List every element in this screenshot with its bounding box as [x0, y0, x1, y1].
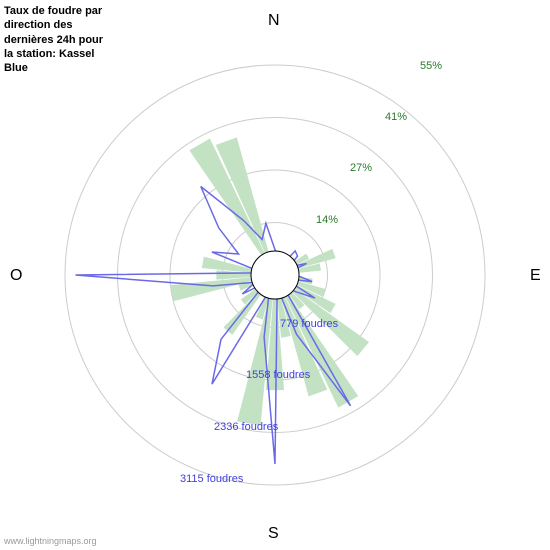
strokes-ring-label: 1558 foudres — [246, 369, 310, 381]
chart-title: Taux de foudre par direction des dernièr… — [4, 4, 109, 75]
strokes-ring-label: 779 foudres — [280, 318, 338, 330]
polar-chart — [0, 0, 550, 550]
axis-o: O — [10, 267, 22, 285]
percent-ring-label: 27% — [350, 162, 372, 174]
percent-ring-label: 55% — [420, 60, 442, 72]
strokes-ring-label: 2336 foudres — [214, 421, 278, 433]
strokes-ring-label: 3115 foudres — [180, 473, 243, 485]
percent-ring-label: 41% — [385, 111, 407, 123]
axis-s: S — [268, 525, 279, 543]
axis-e: E — [530, 267, 541, 285]
axis-n: N — [268, 12, 280, 30]
percent-ring-label: 14% — [316, 214, 338, 226]
source-url: www.lightningmaps.org — [4, 536, 97, 546]
